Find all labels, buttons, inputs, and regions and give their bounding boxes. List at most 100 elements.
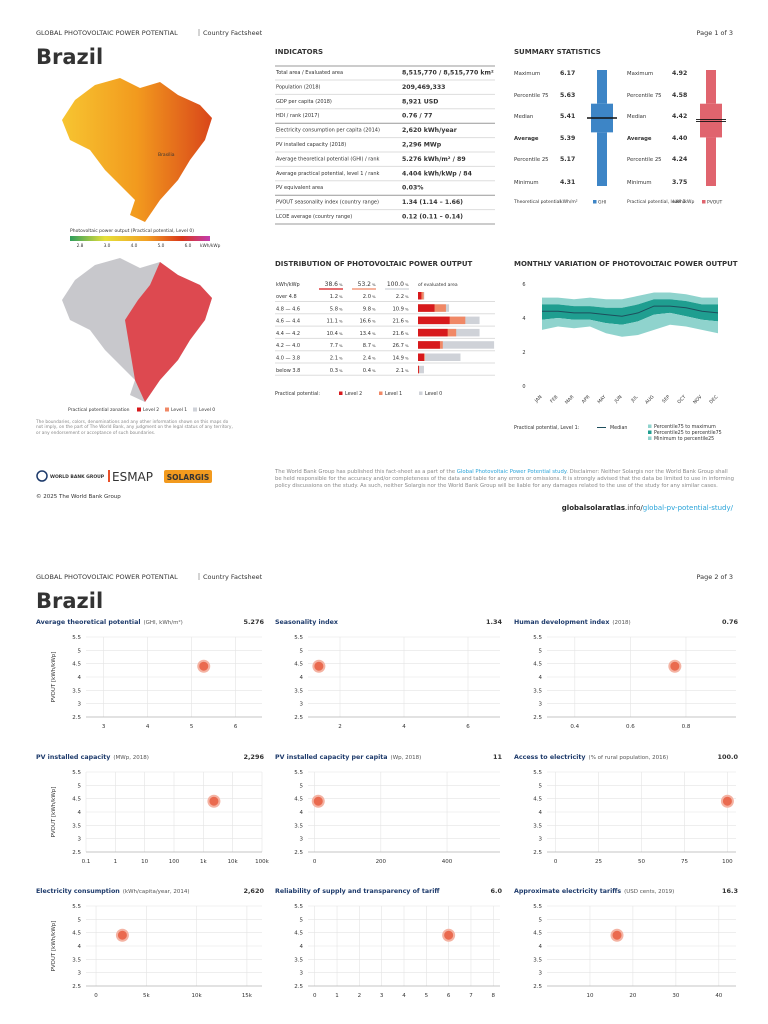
x-tick-label: 10k: [192, 993, 203, 999]
x-tick-label: FEB: [549, 394, 559, 404]
x-tick-label: 4: [402, 724, 406, 730]
legend-swatch: [593, 200, 597, 204]
y-tick-label: 5.5: [533, 904, 542, 910]
stat-value: 5.41: [560, 113, 575, 120]
share-value: 16.6: [359, 319, 371, 325]
band-upper: [542, 292, 718, 308]
bar: [418, 341, 440, 349]
section-title: INDICATORS: [275, 48, 323, 56]
y-tick-label: 4: [78, 675, 82, 681]
y-tick-label: 5: [78, 783, 82, 789]
share-value: 9.8: [363, 306, 371, 312]
title: PV installed capacity: [36, 754, 110, 761]
share-value: 0.3: [330, 368, 338, 374]
legend-swatch: [137, 407, 141, 412]
country-point: [720, 794, 734, 808]
y-axis-label: PVOUT [kWh/kWp]: [51, 787, 57, 838]
x-tick-label: 50: [638, 859, 645, 865]
stat-label: Average: [514, 136, 539, 142]
x-tick-label: 40: [715, 993, 722, 999]
x-tick-label: JUL: [629, 394, 639, 404]
share-value: 21.6: [392, 331, 404, 337]
share-value: 5.8: [330, 306, 338, 312]
share-value: 21.6: [392, 319, 404, 325]
x-tick-label: 20: [629, 993, 636, 999]
share-value: 8.7: [363, 343, 371, 349]
y-tick-label: 5: [300, 917, 304, 923]
panel-value: 100.0: [717, 753, 738, 761]
share-value: 10.4: [326, 331, 338, 337]
note: (Wp, 2018): [391, 755, 422, 761]
stat-value: 4.31: [560, 179, 575, 186]
y-tick-label: 2.5: [72, 850, 81, 856]
indicator-label: GDP per capita (2018): [276, 99, 332, 105]
stat-label: Median: [627, 114, 646, 120]
indicator-label: Average practical potential, level 1 / r…: [276, 171, 380, 177]
url-part: global-pv-potential-study/: [643, 504, 734, 512]
legend-label: Percentile25 to percentile75: [654, 430, 722, 436]
y-tick-label: 3.5: [72, 823, 81, 829]
y-tick-label: 4.5: [533, 797, 542, 803]
unit: %: [339, 331, 343, 336]
stat-label: Percentile 25: [627, 157, 662, 163]
title: Average theoretical potential: [36, 619, 141, 626]
median-line: [542, 305, 719, 317]
country-title: Brazil: [36, 589, 103, 613]
indicator-value: 4.404 kWh/kWp / 84: [402, 170, 473, 177]
bar: [418, 341, 495, 349]
x-tick-label: 10: [141, 859, 148, 865]
x-tick-label: 5: [425, 993, 429, 999]
x-tick-label: 3: [380, 993, 384, 999]
panel-title: Reliability of supply and transparency o…: [275, 888, 440, 895]
stat-value: 4.24: [672, 156, 688, 163]
box: [700, 103, 722, 138]
x-tick-label: 6: [447, 993, 451, 999]
panel-value: 2,296: [243, 753, 264, 761]
x-tick-label: 100: [169, 859, 180, 865]
bar: [418, 316, 450, 325]
unit: %: [372, 294, 376, 299]
x-tick-label: JAN: [533, 394, 544, 405]
unit: %: [339, 319, 343, 324]
indicator-label: Average theoretical potential (GHI) / ra…: [276, 156, 380, 162]
whisker: [597, 70, 607, 104]
legend-label: PVOUT: [707, 200, 723, 206]
indicator-value: 0.76 / 77: [402, 113, 432, 120]
range-label: 4.8 — 4.6: [276, 306, 300, 312]
bar: [418, 365, 424, 374]
whisker: [706, 70, 716, 104]
x-tick-label: 3: [102, 724, 106, 730]
link[interactable]: Global Photovoltaic Power Potential stud…: [456, 469, 567, 475]
stat-value: 4.92: [672, 70, 687, 77]
x-tick-label: 400: [442, 859, 453, 865]
whisker: [597, 132, 607, 186]
x-tick-label: 30: [672, 993, 679, 999]
x-tick-label: 200: [376, 859, 387, 865]
share-value: 11.1: [326, 319, 338, 325]
stat-value: 5.17: [560, 156, 575, 163]
title: PV installed capacity per capita: [275, 754, 388, 761]
range-label: over 4.8: [276, 294, 297, 300]
x-tick-label: 0.8: [682, 724, 691, 730]
unit: %: [372, 331, 376, 336]
note: (% of rural population, 2016): [589, 755, 669, 761]
y-tick-label: 5: [539, 783, 543, 789]
indicator-value: 209,469,333: [402, 84, 445, 91]
y-tick-label: 3: [300, 971, 304, 977]
bar: [418, 304, 435, 312]
x-tick-label: 8: [492, 993, 496, 999]
logo: ESMAP: [112, 470, 153, 484]
stat-label: Minimum: [627, 180, 652, 186]
x-tick-label: MAY: [596, 394, 607, 405]
bar: [418, 365, 419, 374]
x-tick-label: 100k: [255, 859, 269, 865]
indicator-label: Total area / Evaluated area: [275, 70, 343, 76]
unit: %: [372, 343, 376, 348]
url[interactable]: globalsolaratlas.info/global-pv-potentia…: [562, 504, 734, 512]
x-tick-label: 1: [114, 859, 118, 865]
stat-label: Percentile 75: [627, 93, 662, 99]
y-tick-label: 5.5: [294, 770, 303, 776]
y-tick-label: 5: [539, 917, 543, 923]
title: Electricity consumption: [36, 888, 120, 895]
